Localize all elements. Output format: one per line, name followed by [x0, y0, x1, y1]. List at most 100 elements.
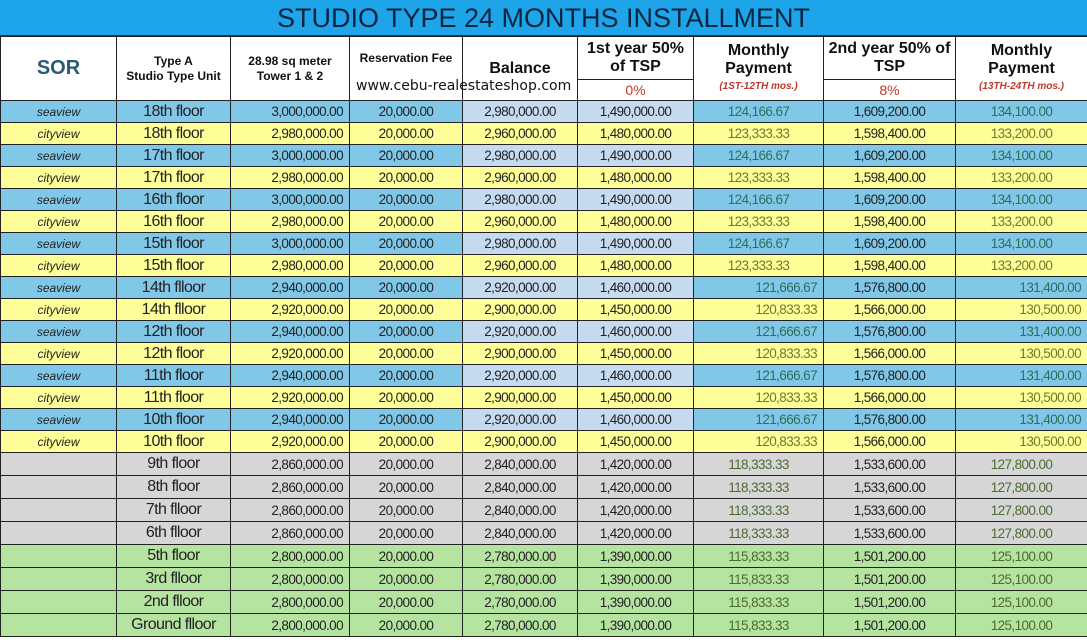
price-cell: 3,000,000.00 [230, 144, 350, 167]
table-row: cityview 14th flloor 2,920,000.00 20,000.00… [0, 298, 1087, 321]
first-year-cell: 1,420,000.00 [577, 475, 694, 499]
floor-cell: 9th floor [116, 452, 231, 476]
reservation-cell: 20,000.00 [349, 452, 463, 476]
balance-cell: 2,900,000.00 [462, 342, 578, 365]
monthly2-cell: 127,800.00 [955, 475, 1087, 499]
second-year-cell: 1,576,800.00 [823, 364, 956, 387]
table-row: 9th floor 2,860,000.00 20,000.00 2,840,000.… [0, 452, 1087, 476]
unit-view-cell: cityview [0, 298, 117, 321]
first-year-cell: 1,420,000.00 [577, 452, 694, 476]
reservation-cell: 20,000.00 [349, 144, 463, 167]
balance-cell: 2,840,000.00 [462, 475, 578, 499]
installment-table: SOR Type A Studio Type Unit 28.98 sq mete… [0, 36, 1087, 637]
unit-view-cell [0, 452, 117, 476]
first-year-cell: 1,450,000.00 [577, 342, 694, 365]
unit-view-cell: seaview [0, 100, 117, 123]
floor-cell: 11th floor [116, 364, 231, 387]
unit-view-cell [0, 544, 117, 568]
table-row: seaview 14th flloor 2,940,000.00 20,000.00 2… [0, 276, 1087, 299]
monthly2-cell: 134,100.00 [955, 100, 1087, 123]
second-year-cell: 1,609,200.00 [823, 232, 956, 255]
monthly2-cell: 134,100.00 [955, 232, 1087, 255]
reservation-cell: 20,000.00 [349, 342, 463, 365]
price-cell: 2,800,000.00 [230, 567, 350, 591]
second-year-cell: 1,533,600.00 [823, 498, 956, 522]
first-year-cell: 1,390,000.00 [577, 567, 694, 591]
header-second-year: 2nd year 50% of TSP [823, 36, 956, 80]
unit-view-cell: seaview [0, 144, 117, 167]
sheet-title: STUDIO TYPE 24 MONTHS INSTALLMENT [0, 0, 1087, 36]
monthly1-cell: 118,333.33 [693, 521, 824, 545]
header-monthly1: Monthly Payment (1ST-12TH mos.) [693, 36, 824, 101]
second-year-cell: 1,501,200.00 [823, 590, 956, 614]
second-year-cell: 1,533,600.00 [823, 521, 956, 545]
monthly1-cell: 124,166.67 [693, 144, 824, 167]
first-year-cell: 1,450,000.00 [577, 298, 694, 321]
monthly2-cell: 133,200.00 [955, 122, 1087, 145]
reservation-cell: 20,000.00 [349, 408, 463, 431]
second-year-cell: 1,598,400.00 [823, 122, 956, 145]
table-row: seaview 18th floor 3,000,000.00 20,000.00 2,… [0, 100, 1087, 123]
second-year-cell: 1,533,600.00 [823, 452, 956, 476]
unit-view-cell: cityview [0, 254, 117, 277]
table-row: cityview 15th floor 2,980,000.00 20,000.00 2… [0, 254, 1087, 277]
monthly1-cell: 118,333.33 [693, 475, 824, 499]
monthly1-cell: 121,666.67 [693, 320, 824, 343]
balance-cell: 2,980,000.00 [462, 232, 578, 255]
reservation-cell: 20,000.00 [349, 188, 463, 211]
header-area-line2: Tower 1 & 2 [256, 68, 324, 83]
first-year-cell: 1,390,000.00 [577, 613, 694, 637]
price-cell: 2,980,000.00 [230, 166, 350, 189]
floor-cell: 10th floor [116, 430, 231, 453]
floor-cell: 15th floor [116, 254, 231, 277]
floor-cell: 11th floor [116, 386, 231, 409]
balance-cell: 2,920,000.00 [462, 320, 578, 343]
balance-cell: 2,840,000.00 [462, 498, 578, 522]
price-cell: 2,920,000.00 [230, 298, 350, 321]
header-type-line2: Studio Type Unit [126, 68, 221, 83]
header-type-line1: Type A [154, 53, 193, 68]
table-row: cityview 18th floor 2,980,000.00 20,000.00 2… [0, 122, 1087, 145]
reservation-cell: 20,000.00 [349, 430, 463, 453]
unit-view-cell: seaview [0, 320, 117, 343]
unit-view-cell: cityview [0, 430, 117, 453]
floor-cell: 16th floor [116, 188, 231, 211]
first-year-cell: 1,420,000.00 [577, 498, 694, 522]
balance-cell: 2,920,000.00 [462, 364, 578, 387]
reservation-cell: 20,000.00 [349, 386, 463, 409]
header-monthly2-label: Monthly Payment [988, 41, 1055, 77]
monthly1-cell: 123,333.33 [693, 210, 824, 233]
header-sor: SOR [0, 36, 117, 101]
unit-view-cell: seaview [0, 276, 117, 299]
table-row: seaview 10th floor 2,940,000.00 20,000.00 2,… [0, 408, 1087, 431]
unit-view-cell: cityview [0, 386, 117, 409]
balance-cell: 2,980,000.00 [462, 144, 578, 167]
floor-cell: 16th floor [116, 210, 231, 233]
header-area: 28.98 sq meter Tower 1 & 2 [230, 36, 350, 101]
first-year-cell: 1,490,000.00 [577, 188, 694, 211]
monthly2-cell: 130,500.00 [955, 430, 1087, 453]
balance-cell: 2,900,000.00 [462, 386, 578, 409]
monthly1-cell: 121,666.67 [693, 276, 824, 299]
table-row: seaview 16th floor 3,000,000.00 20,000.00 2,… [0, 188, 1087, 211]
price-cell: 2,800,000.00 [230, 544, 350, 568]
first-year-cell: 1,390,000.00 [577, 544, 694, 568]
balance-cell: 2,960,000.00 [462, 166, 578, 189]
monthly2-cell: 131,400.00 [955, 408, 1087, 431]
table-row: cityview 10th floor 2,920,000.00 20,000.00 2… [0, 430, 1087, 453]
balance-cell: 2,780,000.00 [462, 590, 578, 614]
balance-cell: 2,920,000.00 [462, 276, 578, 299]
balance-cell: 2,900,000.00 [462, 298, 578, 321]
monthly2-cell: 131,400.00 [955, 320, 1087, 343]
monthly2-cell: 127,800.00 [955, 452, 1087, 476]
table-row: cityview 17th floor 2,980,000.00 20,000.00 2… [0, 166, 1087, 189]
reservation-cell: 20,000.00 [349, 122, 463, 145]
price-cell: 2,800,000.00 [230, 613, 350, 637]
first-year-cell: 1,480,000.00 [577, 210, 694, 233]
monthly1-cell: 120,833.33 [693, 298, 824, 321]
first-year-cell: 1,480,000.00 [577, 254, 694, 277]
balance-cell: 2,920,000.00 [462, 408, 578, 431]
first-year-cell: 1,460,000.00 [577, 276, 694, 299]
first-year-cell: 1,460,000.00 [577, 320, 694, 343]
second-year-cell: 1,598,400.00 [823, 166, 956, 189]
